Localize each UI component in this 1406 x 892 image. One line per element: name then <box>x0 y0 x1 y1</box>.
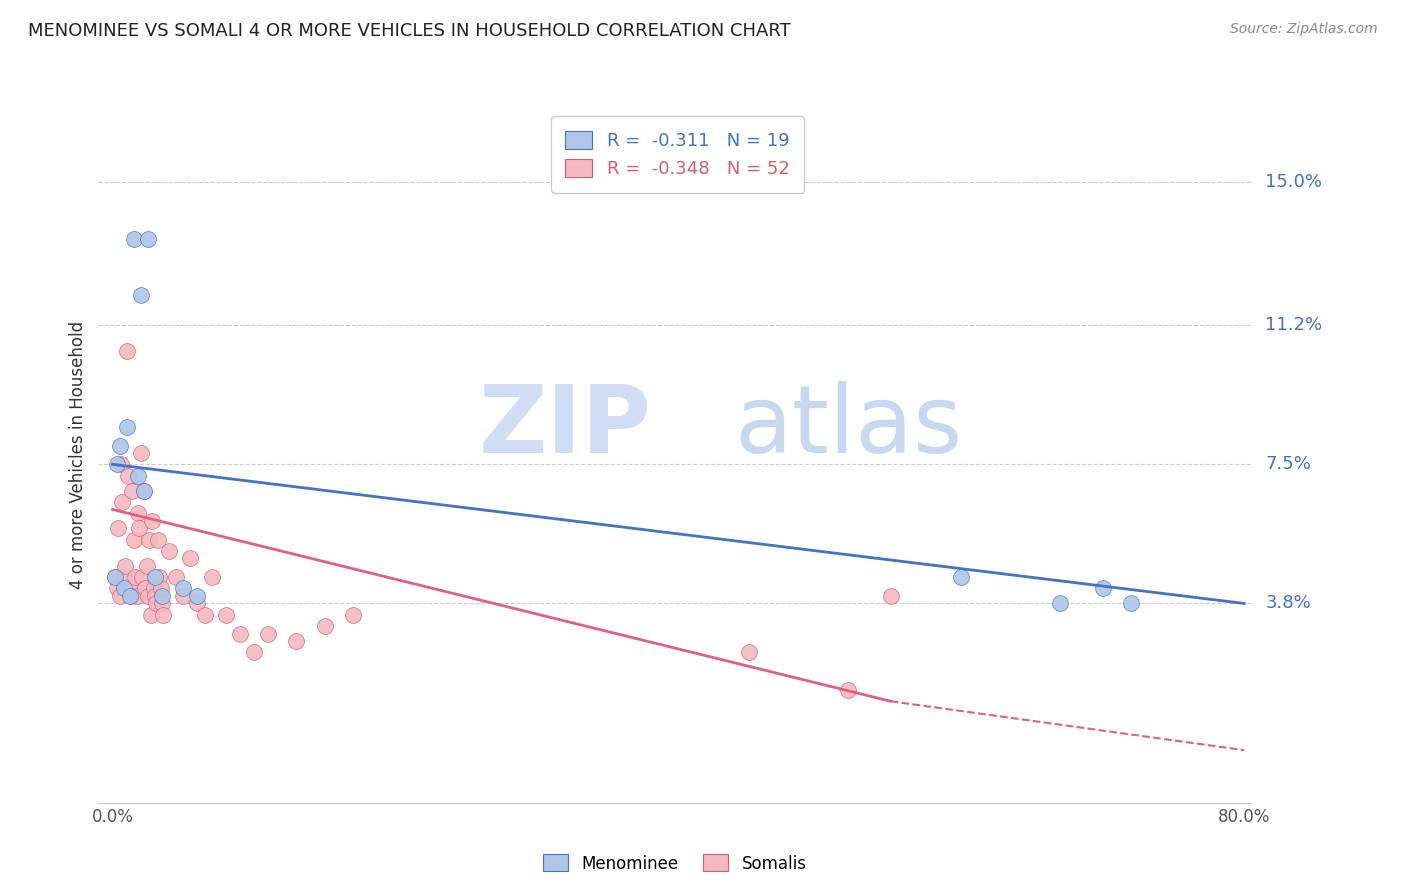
Point <box>342 607 364 622</box>
Legend: Menominee, Somalis: Menominee, Somalis <box>536 847 814 880</box>
Text: Source: ZipAtlas.com: Source: ZipAtlas.com <box>1230 22 1378 37</box>
Point <box>122 533 145 547</box>
Point <box>132 483 155 498</box>
Point <box>200 570 222 584</box>
Point <box>118 582 141 596</box>
Point <box>172 582 194 596</box>
Point <box>132 483 155 498</box>
Point <box>146 533 169 547</box>
Point <box>950 570 973 584</box>
Point <box>104 570 127 584</box>
Text: 7.5%: 7.5% <box>1265 455 1312 474</box>
Point <box>105 582 128 596</box>
Point <box>139 607 162 622</box>
Point <box>145 597 167 611</box>
Point <box>141 514 163 528</box>
Point <box>179 551 201 566</box>
Point <box>108 438 131 452</box>
Point <box>127 506 149 520</box>
Point <box>129 446 152 460</box>
Point <box>122 232 145 246</box>
Point <box>879 589 901 603</box>
Point <box>120 589 142 603</box>
Point <box>738 645 761 659</box>
Point <box>128 521 150 535</box>
Point <box>112 582 135 596</box>
Point <box>148 570 170 584</box>
Point <box>127 468 149 483</box>
Point <box>257 626 280 640</box>
Point <box>124 570 146 584</box>
Point <box>143 589 166 603</box>
Point <box>193 607 215 622</box>
Point <box>150 589 173 603</box>
Point <box>229 626 252 640</box>
Y-axis label: 4 or more Vehicles in Household: 4 or more Vehicles in Household <box>69 321 87 589</box>
Point <box>243 645 266 659</box>
Point <box>114 558 136 573</box>
Point <box>1049 597 1071 611</box>
Point <box>117 468 139 483</box>
Point <box>115 344 138 359</box>
Point <box>837 683 859 698</box>
Point <box>285 634 308 648</box>
Point <box>115 419 138 434</box>
Point <box>131 570 153 584</box>
Point <box>150 597 173 611</box>
Point <box>172 589 194 603</box>
Point <box>152 607 174 622</box>
Text: MENOMINEE VS SOMALI 4 OR MORE VEHICLES IN HOUSEHOLD CORRELATION CHART: MENOMINEE VS SOMALI 4 OR MORE VEHICLES I… <box>28 22 790 40</box>
Point <box>134 582 156 596</box>
Point <box>165 570 187 584</box>
Point <box>186 597 208 611</box>
Point <box>1119 597 1142 611</box>
Point <box>121 483 143 498</box>
Point <box>1091 582 1114 596</box>
Point <box>108 589 131 603</box>
Text: ZIP: ZIP <box>479 381 652 473</box>
Point <box>142 582 165 596</box>
Point <box>136 589 159 603</box>
Point <box>186 589 208 603</box>
Point <box>138 533 160 547</box>
Point <box>118 589 141 603</box>
Text: 3.8%: 3.8% <box>1265 594 1312 613</box>
Point <box>149 582 172 596</box>
Text: atlas: atlas <box>734 381 962 473</box>
Point <box>110 458 132 472</box>
Point <box>112 570 135 584</box>
Point <box>105 458 128 472</box>
Point <box>157 544 180 558</box>
Point <box>125 589 148 603</box>
Text: 15.0%: 15.0% <box>1265 173 1323 191</box>
Point <box>111 495 134 509</box>
Point <box>104 570 127 584</box>
Legend: R =  -0.311   N = 19, R =  -0.348   N = 52: R = -0.311 N = 19, R = -0.348 N = 52 <box>551 116 804 193</box>
Text: 11.2%: 11.2% <box>1265 316 1323 334</box>
Point <box>143 570 166 584</box>
Point <box>135 558 157 573</box>
Point <box>107 521 129 535</box>
Point <box>314 619 336 633</box>
Point <box>129 288 152 302</box>
Point <box>215 607 238 622</box>
Point <box>136 232 159 246</box>
